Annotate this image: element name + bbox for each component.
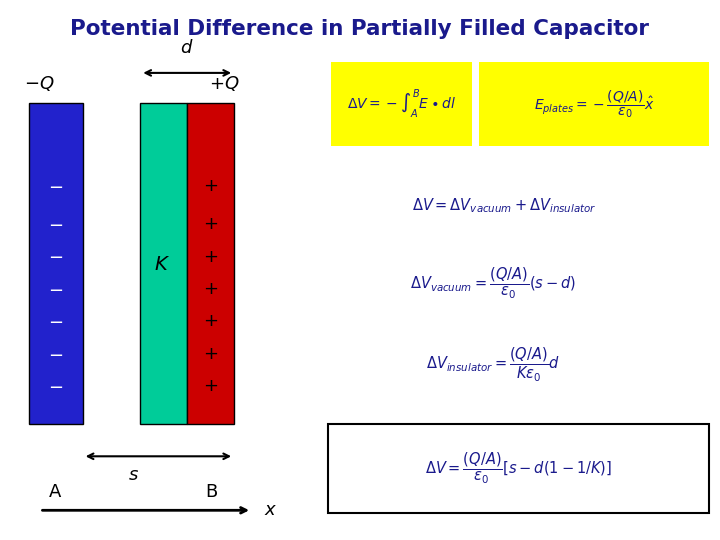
Text: $-$: $-$ [48, 312, 63, 330]
Bar [140, 103, 187, 424]
Text: $+$: $+$ [203, 215, 218, 233]
Bar [331, 62, 472, 146]
Text: $-$: $-$ [48, 247, 63, 266]
Text: $\Delta V_{vacuum} = \dfrac{(Q / A)}{\varepsilon_0}(s - d)$: $\Delta V_{vacuum} = \dfrac{(Q / A)}{\va… [410, 266, 576, 301]
Bar [328, 424, 709, 513]
Text: $\Delta V = -\int_A^B E \bullet dl$: $\Delta V = -\int_A^B E \bullet dl$ [347, 87, 456, 120]
Text: x: x [265, 501, 276, 519]
Text: $+$: $+$ [203, 177, 218, 195]
Bar [187, 103, 234, 424]
Text: $+$: $+$ [203, 312, 218, 330]
Text: Potential Difference in Partially Filled Capacitor: Potential Difference in Partially Filled… [71, 19, 649, 39]
Text: $\Delta V_{insulator} = \dfrac{(Q / A)}{K\varepsilon_0}d$: $\Delta V_{insulator} = \dfrac{(Q / A)}{… [426, 346, 560, 383]
Text: $+$: $+$ [203, 280, 218, 298]
Text: A: A [49, 483, 62, 501]
Text: $-$: $-$ [48, 215, 63, 233]
Text: $\Delta V = \dfrac{(Q / A)}{\varepsilon_0}[s - d(1 - 1 / K)]$: $\Delta V = \dfrac{(Q / A)}{\varepsilon_… [425, 451, 612, 486]
Text: $E_{plates} = -\dfrac{(Q / A)}{\varepsilon_0}\hat{x}$: $E_{plates} = -\dfrac{(Q / A)}{\varepsil… [534, 88, 654, 120]
Text: $\Delta V = \Delta V_{vacuum} + \Delta V_{insulator}$: $\Delta V = \Delta V_{vacuum} + \Delta V… [412, 196, 596, 214]
Text: $+$: $+$ [203, 247, 218, 266]
Text: $-Q$: $-Q$ [24, 74, 55, 93]
Text: $-$: $-$ [48, 377, 63, 395]
Text: B: B [204, 483, 217, 501]
Text: $s$: $s$ [127, 466, 139, 484]
Bar [29, 103, 83, 424]
Text: $K$: $K$ [154, 255, 170, 274]
Text: $+Q$: $+Q$ [210, 74, 240, 93]
Text: $+$: $+$ [203, 377, 218, 395]
Text: $-$: $-$ [48, 177, 63, 195]
Bar [479, 62, 709, 146]
Text: $+$: $+$ [203, 345, 218, 363]
Text: $d$: $d$ [181, 39, 194, 57]
Text: $-$: $-$ [48, 280, 63, 298]
Text: $-$: $-$ [48, 345, 63, 363]
